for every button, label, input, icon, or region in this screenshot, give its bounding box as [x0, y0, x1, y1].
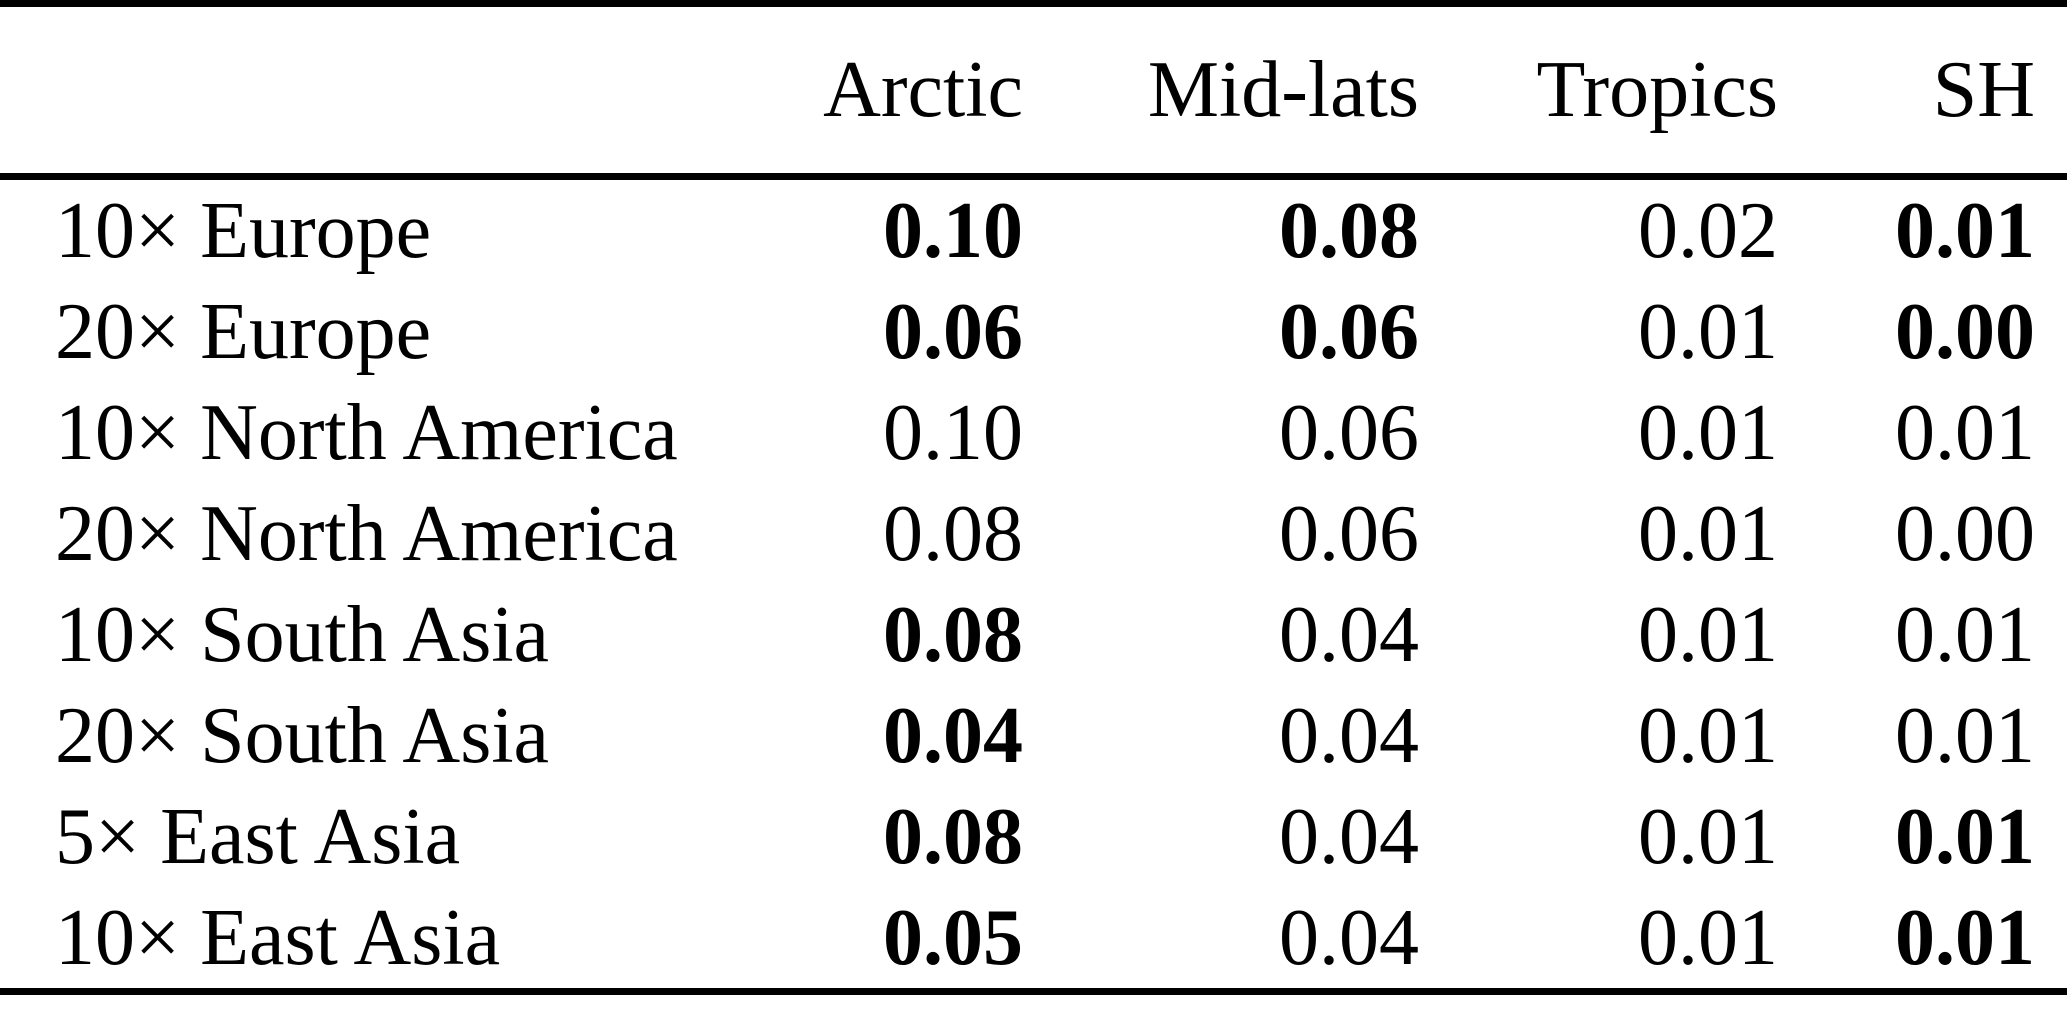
value-cell-arctic: 0.10 — [883, 186, 1023, 275]
value-cell-mid-lats: 0.08 — [1279, 186, 1419, 275]
value-cell-tropics: 0.01 — [1638, 489, 1778, 578]
table-row: 10× North America 0.10 0.06 0.01 0.01 — [0, 382, 2067, 483]
value-cell-sh: 0.01 — [1895, 691, 2035, 780]
value-cell-arctic: 0.10 — [883, 388, 1023, 477]
row-label: 10× East Asia — [55, 893, 501, 982]
table-row: 5× East Asia 0.08 0.04 0.01 0.01 — [0, 786, 2067, 887]
value-cell-sh: 0.01 — [1895, 186, 2035, 275]
value-cell-mid-lats: 0.04 — [1279, 590, 1419, 679]
table-row: 10× Europe 0.10 0.08 0.02 0.01 — [0, 177, 2067, 282]
value-cell-arctic: 0.04 — [883, 691, 1023, 780]
col-header-tropics: Tropics — [1536, 46, 1778, 134]
value-cell-tropics: 0.01 — [1638, 590, 1778, 679]
value-cell-arctic: 0.08 — [883, 590, 1023, 679]
value-cell-mid-lats: 0.04 — [1279, 691, 1419, 780]
value-cell-mid-lats: 0.06 — [1279, 287, 1419, 376]
col-header-mid-lats: Mid-lats — [1147, 46, 1419, 134]
row-label-header — [0, 4, 760, 177]
row-label: 10× South Asia — [55, 590, 550, 679]
value-cell-mid-lats: 0.06 — [1279, 388, 1419, 477]
row-label: 5× East Asia — [55, 792, 461, 881]
value-cell-tropics: 0.02 — [1638, 186, 1778, 275]
value-cell-tropics: 0.01 — [1638, 792, 1778, 881]
value-cell-arctic: 0.06 — [883, 287, 1023, 376]
table-body: 10× Europe 0.10 0.08 0.02 0.01 20× Europ… — [0, 177, 2067, 992]
value-cell-sh: 0.00 — [1895, 287, 2035, 376]
table-row: 20× North America 0.08 0.06 0.01 0.00 — [0, 483, 2067, 584]
value-cell-mid-lats: 0.06 — [1279, 489, 1419, 578]
value-cell-mid-lats: 0.04 — [1279, 893, 1419, 982]
value-cell-tropics: 0.01 — [1638, 287, 1778, 376]
col-header-sh: SH — [1932, 46, 2035, 134]
value-cell-mid-lats: 0.04 — [1279, 792, 1419, 881]
value-cell-tropics: 0.01 — [1638, 388, 1778, 477]
row-label: 20× Europe — [55, 287, 432, 376]
value-cell-sh: 0.00 — [1895, 489, 2035, 578]
row-label: 20× South Asia — [55, 691, 550, 780]
value-cell-arctic: 0.08 — [883, 489, 1023, 578]
header-row: Arctic Mid-lats Tropics SH — [0, 4, 2067, 177]
value-cell-tropics: 0.01 — [1638, 691, 1778, 780]
value-cell-arctic: 0.08 — [883, 792, 1023, 881]
table-row: 20× Europe 0.06 0.06 0.01 0.00 — [0, 281, 2067, 382]
value-cell-sh: 0.01 — [1895, 590, 2035, 679]
table-row: 10× South Asia 0.08 0.04 0.01 0.01 — [0, 584, 2067, 685]
table-row: 10× East Asia 0.05 0.04 0.01 0.01 — [0, 887, 2067, 992]
row-label: 10× North America — [55, 388, 678, 477]
col-header-arctic: Arctic — [823, 46, 1023, 134]
value-cell-sh: 0.01 — [1895, 388, 2035, 477]
value-cell-tropics: 0.01 — [1638, 893, 1778, 982]
value-cell-arctic: 0.05 — [883, 893, 1023, 982]
value-cell-sh: 0.01 — [1895, 893, 2035, 982]
row-label: 10× Europe — [55, 186, 432, 275]
row-label: 20× North America — [55, 489, 678, 578]
table-row: 20× South Asia 0.04 0.04 0.01 0.01 — [0, 685, 2067, 786]
value-cell-sh: 0.01 — [1895, 792, 2035, 881]
